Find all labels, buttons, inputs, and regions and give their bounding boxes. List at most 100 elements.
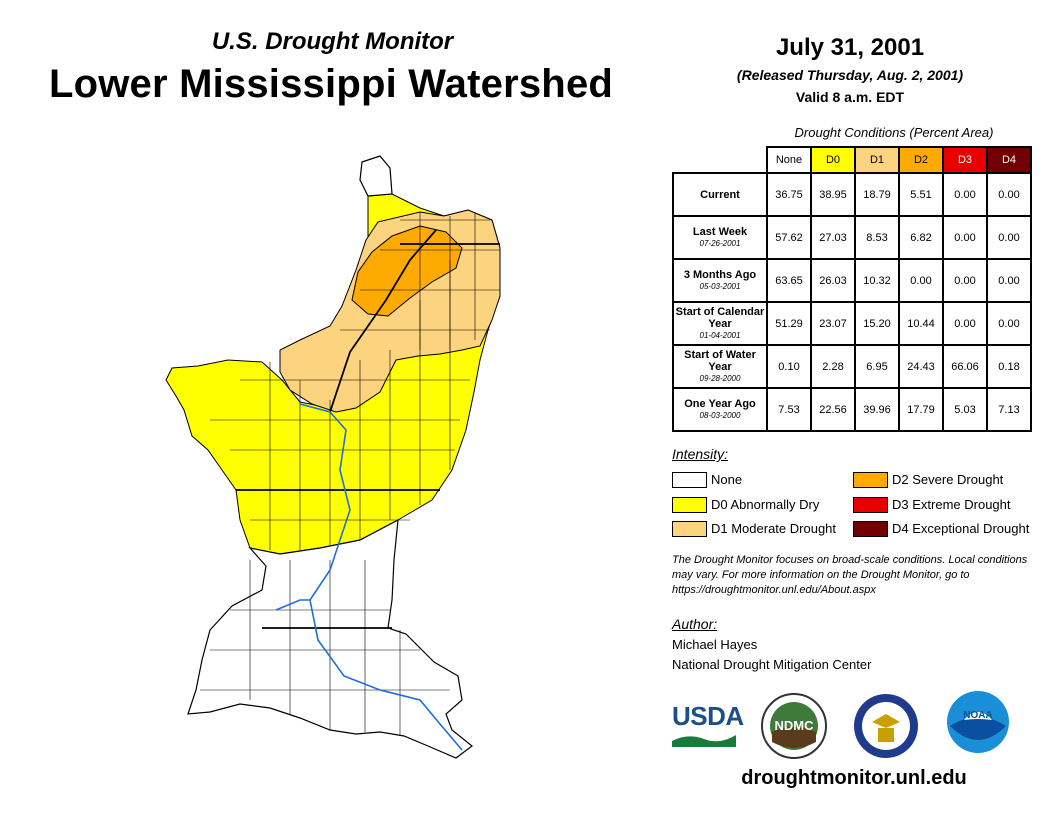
row-label: Last Week 07-26-2001 [672,215,768,260]
legend-swatch-d0 [672,497,707,513]
row-label: One Year Ago 08-03-2000 [672,387,768,432]
table-cell: 0.00 [986,215,1032,260]
table-cell: 27.03 [810,215,856,260]
table-cell: 6.82 [898,215,944,260]
table-header-row: None D0 D1 D2 D3 D4 [673,146,1032,174]
table-row: Start of Calendar Year 01-04-2001 51.29 2… [672,301,1032,346]
table-cell: 0.10 [766,344,812,389]
table-cell: 51.29 [766,301,812,346]
col-header-none: None [766,146,812,174]
table-corner [673,147,768,174]
ndmc-logo: NDMC [761,693,827,759]
table-row: 3 Months Ago 05-03-2001 63.65 26.03 10.32… [672,258,1032,303]
table-cell: 26.03 [810,258,856,303]
noaa-logo-text: NOAA [963,710,992,721]
table-cell: 38.95 [810,172,856,217]
table-cell: 0.00 [986,172,1032,217]
table-cell: 36.75 [766,172,812,217]
legend-swatch-d3 [853,497,888,513]
table-cell: 17.79 [898,387,944,432]
rivers [275,403,463,751]
legend-label-d0: D0 Abnormally Dry [711,497,820,512]
drought-conditions-table: None D0 D1 D2 D3 D4 Current 36.75 38.95 … [672,146,1032,432]
table-cell: 22.56 [810,387,856,432]
legend-label-d3: D3 Extreme Drought [892,497,1011,512]
row-date: 05-03-2001 [699,281,741,291]
row-date: 07-26-2001 [699,238,741,248]
table-title: Drought Conditions (Percent Area) [794,125,994,140]
table-row: Start of Water Year 09-28-2000 0.10 2.28 … [672,344,1032,389]
table-row: Current 36.75 38.95 18.79 5.51 0.00 0.00 [672,172,1032,217]
table-cell: 0.18 [986,344,1032,389]
author-name: Michael Hayes [672,637,758,652]
table-row: One Year Ago 08-03-2000 7.53 22.56 39.96 … [672,387,1032,432]
table-cell: 18.79 [854,172,900,217]
col-header-d4: D4 [986,146,1032,174]
table-cell: 15.20 [854,301,900,346]
d2-region [351,225,463,317]
table-cell: 0.00 [942,215,988,260]
legend-label-d1: D1 Moderate Drought [711,521,837,536]
col-header-d2: D2 [898,146,944,174]
table-cell: 6.95 [854,344,900,389]
legend-swatch-d2 [853,472,888,488]
commerce-seal-icon [854,694,918,758]
valid-time: Valid 8 a.m. EDT [795,89,905,105]
row-date: 08-03-2000 [699,410,741,420]
map-subtitle: U.S. Drought Monitor [211,28,454,55]
row-label: 3 Months Ago 05-03-2001 [672,258,768,303]
row-label: Start of Calendar Year 01-04-2001 [672,301,768,346]
table-cell: 24.43 [898,344,944,389]
table-cell: 0.00 [898,258,944,303]
website-link[interactable]: droughtmonitor.unl.edu [741,767,967,789]
table-cell: 0.00 [986,258,1032,303]
drought-map [165,155,501,759]
table-cell: 66.06 [942,344,988,389]
table-cell: 8.53 [854,215,900,260]
ndmc-logo-text: NDMC [775,718,815,733]
usda-logo-mark [672,735,736,747]
row-label-text: One Year Ago [684,397,756,410]
table-cell: 57.62 [766,215,812,260]
usda-logo: USDA [672,701,744,731]
table-cell: 10.44 [898,301,944,346]
release-date: (Released Thursday, Aug. 2, 2001) [736,67,964,83]
author-organization: National Drought Mitigation Center [672,657,872,672]
state-lines [236,229,500,629]
none-region-north [359,155,393,197]
row-date: 01-04-2001 [699,330,741,340]
legend-title: Intensity: [672,446,729,462]
row-label: Start of Water Year 09-28-2000 [672,344,768,389]
row-label-text: Start of Calendar Year [675,305,765,330]
col-header-d3: D3 [942,146,988,174]
row-label-text: Start of Water Year [684,348,756,373]
row-label-text: Last Week [692,225,748,238]
col-header-d0: D0 [810,146,856,174]
table-cell: 39.96 [854,387,900,432]
row-label: Current [672,172,768,217]
disclaimer-note: The Drought Monitor focuses on broad-sca… [672,554,1028,596]
map-title: Lower Mississippi Watershed [48,62,614,106]
col-header-d1: D1 [854,146,900,174]
table-cell: 2.28 [810,344,856,389]
table-cell: 63.65 [766,258,812,303]
table-cell: 23.07 [810,301,856,346]
table-cell: 0.00 [942,258,988,303]
table-cell: 0.00 [986,301,1032,346]
table-cell: 10.32 [854,258,900,303]
row-label-text: Current [700,188,740,201]
table-cell: 5.03 [942,387,988,432]
noaa-logo: NOAA [947,691,1009,753]
row-label-text: 3 Months Ago [683,268,757,281]
legend-swatch-d1 [672,521,707,537]
legend-swatch-none [672,472,707,488]
legend-label-d2: D2 Severe Drought [892,472,1004,487]
table-cell: 7.13 [986,387,1032,432]
table-cell: 0.00 [942,301,988,346]
legend-label-none: None [711,472,743,487]
table-cell: 5.51 [898,172,944,217]
row-date: 09-28-2000 [699,373,741,383]
author-heading: Author: [672,616,718,632]
legend-swatch-d4 [853,521,888,537]
table-cell: 0.00 [942,172,988,217]
